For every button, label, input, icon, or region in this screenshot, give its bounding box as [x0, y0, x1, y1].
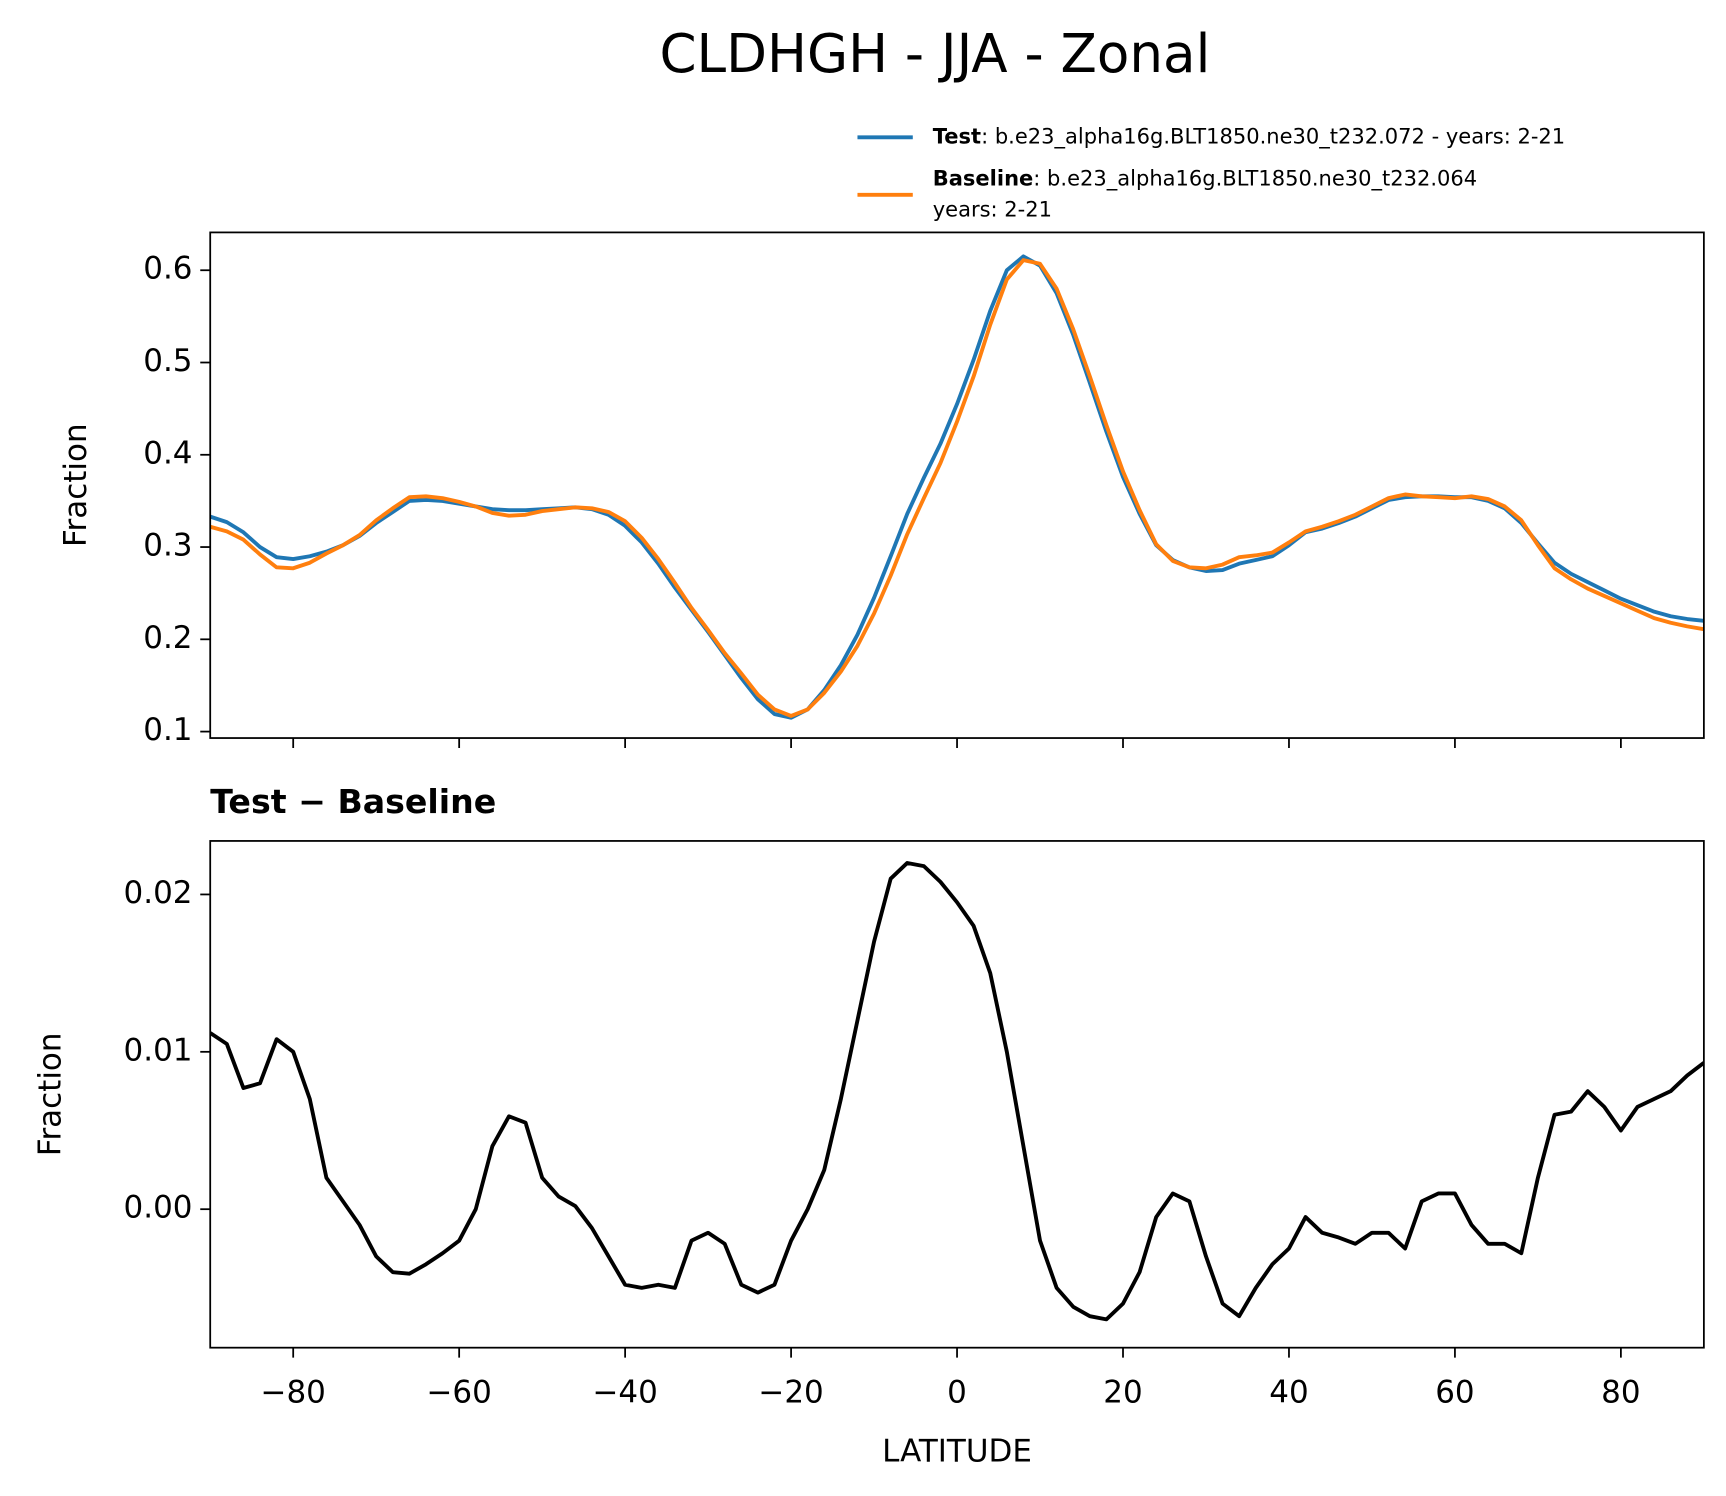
legend-name: Baseline: [933, 165, 1034, 190]
y-tick-label: 0.2: [143, 620, 192, 656]
legend-label: Test: b.e23_alpha16g.BLT1850.ne30_t232.0…: [933, 123, 1565, 148]
axes-frame: [209, 231, 1705, 739]
y-axis-label: Fraction: [33, 1032, 69, 1156]
figure-title: CLDHGH - JJA - Zonal: [659, 23, 1210, 85]
data-line: [210, 861, 1704, 1322]
y-tick-label: 0.3: [143, 528, 192, 564]
x-tick-label: 60: [1435, 1375, 1474, 1411]
y-tick-label: 0.5: [143, 343, 192, 379]
y-tick-label: 0.02: [124, 875, 193, 911]
x-tick-label: 20: [1103, 1375, 1142, 1411]
y-tick-label: 0.01: [124, 1032, 193, 1068]
x-tick-label: −80: [261, 1375, 326, 1411]
x-tick-label: −20: [758, 1375, 823, 1411]
legend-name: Test: [933, 123, 981, 148]
x-tick-label: 0: [947, 1375, 967, 1411]
legend-description: : b.e23_alpha16g.BLT1850.ne30_t232.072 -…: [981, 123, 1565, 148]
x-tick-label: 40: [1269, 1375, 1308, 1411]
data-line: [210, 254, 1704, 720]
axes-frame: [209, 840, 1705, 1349]
y-axis-label: Fraction: [58, 423, 94, 547]
legend-label: Baseline: b.e23_alpha16g.BLT1850.ne30_t2…: [933, 165, 1477, 221]
legend-description: years: 2-21: [933, 196, 1052, 221]
legend-description: : b.e23_alpha16g.BLT1850.ne30_t232.064: [1033, 165, 1477, 190]
y-tick-label: 0.6: [143, 251, 192, 287]
x-tick-label: 80: [1601, 1375, 1640, 1411]
axes-title: Test − Baseline: [210, 782, 496, 821]
y-tick-label: 0.00: [124, 1190, 193, 1226]
x-tick-label: −40: [592, 1375, 657, 1411]
y-tick-label: 0.1: [143, 712, 192, 748]
x-tick-label: −60: [426, 1375, 491, 1411]
y-tick-label: 0.4: [143, 435, 192, 471]
x-axis-label: LATITUDE: [882, 1433, 1032, 1469]
data-line: [210, 258, 1704, 718]
